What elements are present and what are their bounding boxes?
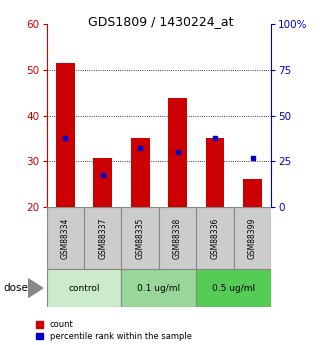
Bar [159,207,196,269]
Bar [84,207,121,269]
Text: GSM88334: GSM88334 [61,217,70,259]
Bar [168,98,187,207]
Text: 0.1 ug/ml: 0.1 ug/ml [137,284,180,293]
Text: dose: dose [3,283,28,293]
Bar [206,138,224,207]
Bar [196,269,271,307]
Bar [121,207,159,269]
Bar [121,269,196,307]
Bar [196,207,234,269]
Bar [56,63,74,207]
Polygon shape [28,279,43,297]
Bar [47,207,84,269]
Text: GSM88399: GSM88399 [248,217,257,259]
Text: GSM88335: GSM88335 [136,217,145,259]
Legend: count, percentile rank within the sample: count, percentile rank within the sample [36,321,192,341]
Text: control: control [68,284,100,293]
Bar [234,207,271,269]
Text: GSM88337: GSM88337 [98,217,107,259]
Bar [243,179,262,207]
Text: GDS1809 / 1430224_at: GDS1809 / 1430224_at [88,16,233,29]
Bar [47,269,121,307]
Bar [93,158,112,207]
Text: GSM88338: GSM88338 [173,217,182,259]
Bar [131,138,150,207]
Text: 0.5 ug/ml: 0.5 ug/ml [212,284,256,293]
Text: GSM88336: GSM88336 [211,217,220,259]
